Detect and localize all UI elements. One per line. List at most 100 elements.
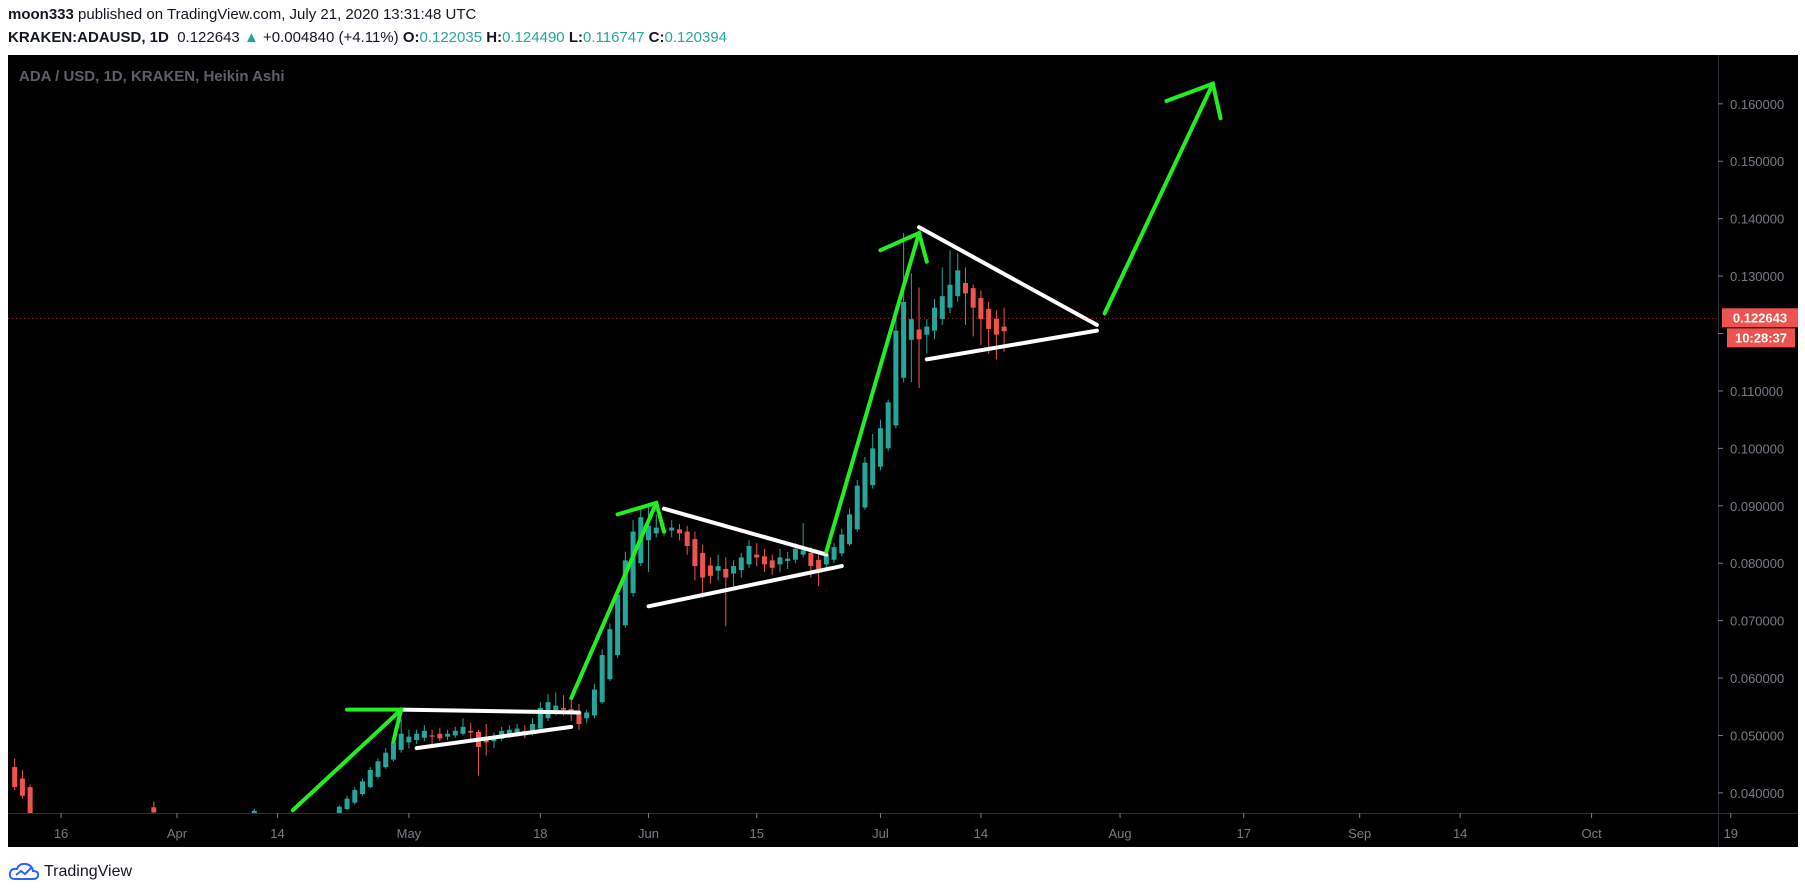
trendline [661, 506, 829, 557]
candle [854, 479, 860, 532]
candle-body [437, 733, 443, 739]
open-label: O: [402, 29, 420, 46]
candle [754, 543, 760, 567]
candle-body [893, 330, 899, 426]
candle-body [514, 728, 520, 733]
countdown-badge [1727, 328, 1795, 348]
candle [924, 319, 930, 354]
high-value: 0.124490 [502, 29, 565, 46]
low-value: 0.116747 [582, 29, 645, 46]
open-value: 0.122035 [419, 29, 483, 46]
trendline [917, 225, 1099, 327]
candle-body [877, 428, 883, 467]
y-tick-label: 0.160000 [1730, 97, 1784, 112]
candle [847, 508, 853, 546]
tradingview-brand: TradingView [44, 863, 133, 880]
x-tick-label: Apr [167, 826, 188, 841]
candle [901, 233, 907, 383]
x-tick-label: May [397, 826, 422, 841]
candle [800, 523, 806, 558]
candle [591, 683, 597, 719]
y-tick-label: 0.070000 [1730, 614, 1784, 629]
candle-body [715, 566, 721, 571]
candle [653, 514, 659, 538]
candle-body [375, 761, 381, 777]
candle [746, 540, 752, 568]
candle-body [27, 787, 33, 813]
candle [700, 544, 706, 598]
candle-body [986, 308, 992, 329]
y-tick-label: 0.140000 [1730, 212, 1784, 227]
publish-text: published on TradingView.com, July 21, 2… [78, 6, 477, 23]
candle-body [962, 282, 968, 294]
candle-body [615, 594, 621, 656]
last-price: 0.122643 [177, 29, 240, 46]
close-label: C: [648, 29, 665, 46]
candle-body [723, 568, 729, 578]
candle [251, 808, 257, 813]
candle-body [916, 329, 922, 340]
trendline [399, 707, 581, 715]
candle-body [908, 319, 914, 340]
candle [460, 718, 466, 736]
candle-body [684, 531, 690, 546]
candle-body [924, 326, 930, 335]
x-tick-label: Sep [1348, 826, 1371, 841]
candle [692, 531, 698, 581]
x-tick-label: Jul [872, 826, 889, 841]
candle-body [669, 527, 675, 531]
x-tick-label: 16 [54, 826, 68, 841]
arrow-shaft [824, 231, 922, 554]
candle-body [700, 552, 706, 578]
x-tick-label: 14 [1453, 826, 1467, 841]
candle-body [530, 723, 536, 733]
x-tick-label: 17 [1237, 826, 1251, 841]
candle-body [653, 527, 659, 534]
y-tick-label: 0.130000 [1730, 269, 1784, 284]
candle [367, 767, 373, 789]
candle [390, 740, 396, 762]
candle [336, 805, 342, 813]
candle [978, 290, 984, 345]
author-name[interactable]: moon333 [8, 6, 74, 23]
candle [19, 769, 25, 799]
chart-background [8, 55, 1798, 847]
candle-body [429, 735, 435, 737]
candle-body [978, 297, 984, 320]
candle-body [901, 301, 907, 378]
candle [615, 589, 621, 658]
candle [452, 726, 458, 738]
last-price-badge [1722, 308, 1798, 328]
price-axis[interactable]: 0.040000 0.050000 0.060000 0.070000 0.080000… [1718, 97, 1784, 801]
candle [962, 267, 968, 325]
x-tick-label: 19 [1723, 826, 1737, 841]
candle-body [932, 307, 938, 331]
candle [437, 728, 443, 742]
y-tick-label: 0.040000 [1730, 786, 1784, 801]
drawings-layer [290, 81, 1223, 813]
candle [870, 434, 876, 489]
candle-body [553, 705, 559, 711]
candle-body [452, 730, 458, 736]
candle-body [506, 729, 512, 736]
tradingview-footer[interactable]: TradingView [8, 862, 132, 882]
y-tick-label: 0.100000 [1730, 441, 1784, 456]
y-tick-label: 0.090000 [1730, 499, 1784, 514]
candle [707, 557, 713, 584]
candle [885, 399, 891, 452]
candle [947, 250, 953, 314]
candle [669, 520, 675, 538]
candle-body [367, 769, 373, 788]
time-axis[interactable]: 16 Apr 14 May 18 Jun 15 Jul 14 Aug 17 Sep 14 Oct 19 [54, 813, 1738, 841]
x-tick-label: Oct [1581, 826, 1602, 841]
candle-body [414, 733, 420, 741]
y-tick-label: 0.060000 [1730, 671, 1784, 686]
candle [646, 502, 652, 572]
candle [916, 287, 922, 389]
candle-body [591, 689, 597, 716]
candle [908, 273, 914, 383]
candle [599, 649, 605, 704]
candle-body [754, 554, 760, 558]
x-tick-label: 15 [750, 826, 764, 841]
